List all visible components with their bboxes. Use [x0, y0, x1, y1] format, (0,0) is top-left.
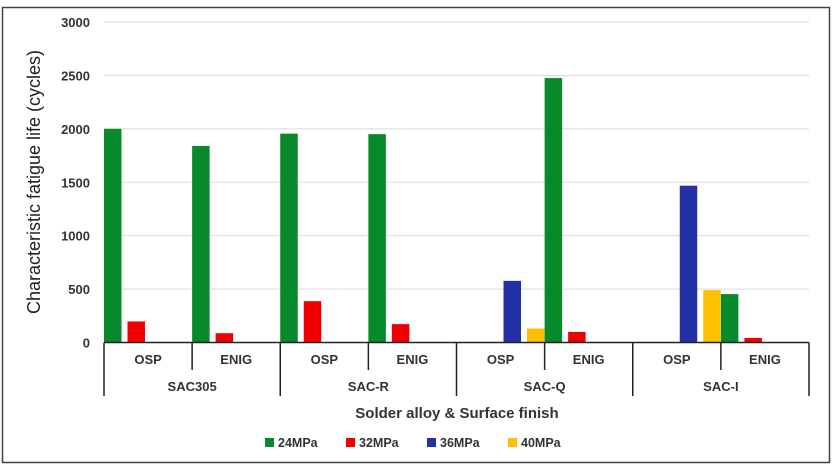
- bar-32MPa-OSP: [303, 301, 322, 343]
- x-tick-label: OSP: [311, 352, 339, 367]
- y-axis-title: Characteristic fatigue life (cycles): [24, 50, 44, 314]
- y-tick-label: 500: [68, 282, 90, 297]
- bar-32MPa-ENIG: [391, 324, 410, 343]
- bar-40MPa-OSP: [527, 328, 545, 343]
- x-tick-label: ENIG: [573, 352, 605, 367]
- bar-36MPa-OSP: [679, 185, 698, 343]
- group-label: SAC-Q: [524, 379, 566, 394]
- chart-frame: [1, 6, 831, 464]
- x-tick-label: OSP: [663, 352, 691, 367]
- legend-swatch: [265, 438, 274, 447]
- legend-swatch: [508, 438, 517, 447]
- y-tick-label: 2000: [61, 122, 90, 137]
- legend-swatch: [346, 438, 355, 447]
- group-label: SAC-I: [703, 379, 738, 394]
- group-label: SAC-R: [348, 379, 390, 394]
- legend-label: 36MPa: [440, 436, 481, 450]
- bar-24MPa-ENIG: [720, 294, 739, 343]
- bar-24MPa-ENIG: [544, 78, 563, 343]
- group-label: SAC305: [168, 379, 217, 394]
- x-axis-title: Solder alloy & Surface finish: [355, 405, 558, 422]
- bar-24MPa-OSP: [280, 133, 298, 343]
- x-tick-label: OSP: [487, 352, 515, 367]
- bar-24MPa-ENIG: [368, 134, 386, 343]
- legend-swatch: [427, 438, 436, 447]
- bar-24MPa-ENIG: [192, 145, 210, 343]
- y-tick-label: 1000: [61, 229, 90, 244]
- x-tick-label: ENIG: [220, 352, 252, 367]
- bar-32MPa-ENIG: [215, 333, 234, 343]
- bar-40MPa-OSP: [703, 290, 721, 343]
- x-tick-label: OSP: [134, 352, 162, 367]
- y-tick-label: 1500: [61, 175, 90, 190]
- x-tick-label: ENIG: [397, 352, 429, 367]
- y-tick-label: 2500: [61, 68, 90, 83]
- bar-32MPa-OSP: [127, 321, 145, 343]
- bar-32MPa-ENIG: [568, 331, 586, 343]
- bar-24MPa-OSP: [104, 128, 122, 343]
- legend-label: 40MPa: [521, 436, 562, 450]
- bar-36MPa-OSP: [503, 280, 521, 343]
- x-tick-label: ENIG: [749, 352, 781, 367]
- bar-32MPa-ENIG: [744, 337, 762, 343]
- legend-label: 24MPa: [278, 436, 319, 450]
- legend-label: 32MPa: [359, 436, 400, 450]
- y-tick-label: 3000: [61, 15, 90, 30]
- y-tick-label: 0: [83, 336, 90, 351]
